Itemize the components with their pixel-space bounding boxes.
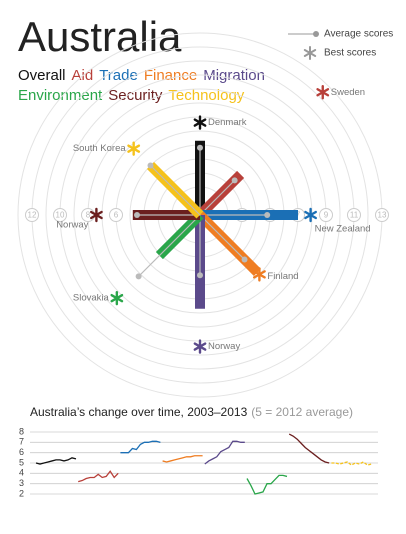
ring-tick-badge: [109, 208, 123, 222]
legend-dot: [313, 31, 319, 37]
average-line: [199, 179, 236, 216]
ring-tick-label: 11: [350, 211, 359, 220]
best-asterisk: [127, 141, 141, 156]
y-tick-label: 4: [19, 468, 24, 478]
asterisk-stroke: [90, 210, 103, 220]
best-country: New Zealand: [315, 224, 371, 235]
series-line: [246, 474, 288, 495]
series-line: [120, 440, 161, 454]
best-asterisk: [193, 339, 207, 354]
ring-tick-badge: [319, 208, 333, 222]
asterisk-stroke: [127, 144, 141, 153]
average-dot: [197, 144, 203, 151]
best-country: South Korea: [73, 143, 127, 154]
asterisk-stroke: [193, 118, 207, 127]
average-dot: [264, 212, 271, 218]
ring-tick-label: 12: [28, 211, 37, 220]
best-asterisk: [253, 267, 266, 282]
ring-tick-label: 9: [324, 211, 329, 220]
average-dot: [231, 177, 238, 184]
average-dot: [197, 272, 203, 279]
ring-tick-label: 6: [114, 211, 119, 220]
ring-tick-badge: [53, 208, 67, 222]
average-dot: [135, 273, 142, 280]
category-label: Finance: [144, 67, 197, 84]
legend-asterisk: [303, 46, 317, 60]
best-country: Finland: [267, 271, 298, 282]
average-line: [150, 165, 201, 216]
ring-tick-label: 7: [296, 211, 301, 220]
y-tick-label: 2: [19, 488, 24, 498]
asterisk-stroke: [110, 293, 124, 303]
best-asterisk: [110, 290, 124, 306]
average-dot: [147, 162, 154, 169]
y-tick-label: 8: [19, 426, 24, 436]
y-tick-label: 5: [19, 457, 24, 467]
asterisk-stroke: [304, 210, 317, 220]
line-subtitle: (5 = 2012 average): [251, 405, 353, 419]
legend-average: Average scores: [324, 29, 393, 40]
best-country: Slovakia: [73, 293, 110, 304]
best-asterisk: [316, 85, 330, 100]
series-line: [35, 457, 77, 465]
series-line: [162, 455, 203, 463]
y-tick-label: 6: [19, 447, 24, 457]
average-line: [138, 214, 201, 277]
average-dot: [241, 256, 248, 263]
category-label: Environment: [18, 87, 103, 104]
title: Australia: [18, 13, 182, 60]
y-tick-label: 3: [19, 478, 24, 488]
ring-tick-label: 13: [378, 211, 387, 220]
series-line: [204, 440, 245, 465]
ring-tick-badge: [347, 208, 361, 222]
category-label: Security: [108, 87, 163, 104]
category-label: Trade: [99, 67, 138, 84]
best-country: Sweden: [331, 87, 365, 98]
asterisk-stroke: [316, 88, 330, 97]
y-tick-label: 7: [19, 437, 24, 447]
ring-tick-badge: [25, 208, 39, 222]
best-country: Norway: [208, 341, 240, 352]
legend-best: Best scores: [324, 48, 376, 59]
best-asterisk: [90, 207, 103, 223]
best-country: Norway: [56, 220, 88, 231]
best-country: Denmark: [208, 117, 247, 128]
ring-tick-badge: [375, 208, 389, 222]
ring-tick-label: 10: [56, 211, 65, 220]
average-line: [199, 214, 245, 260]
asterisk-stroke: [253, 270, 266, 279]
ring-tick-label: 8: [86, 211, 91, 220]
category-label: Migration: [203, 67, 265, 84]
category-label: Overall: [18, 67, 66, 84]
series-line: [331, 461, 372, 466]
series-line: [78, 470, 119, 483]
best-asterisk: [304, 207, 317, 223]
best-asterisk: [193, 115, 207, 130]
series-line: [288, 433, 330, 464]
asterisk-stroke: [193, 342, 207, 351]
average-dot: [134, 212, 140, 218]
line-title: Australia’s change over time, 2003–2013: [30, 405, 248, 419]
